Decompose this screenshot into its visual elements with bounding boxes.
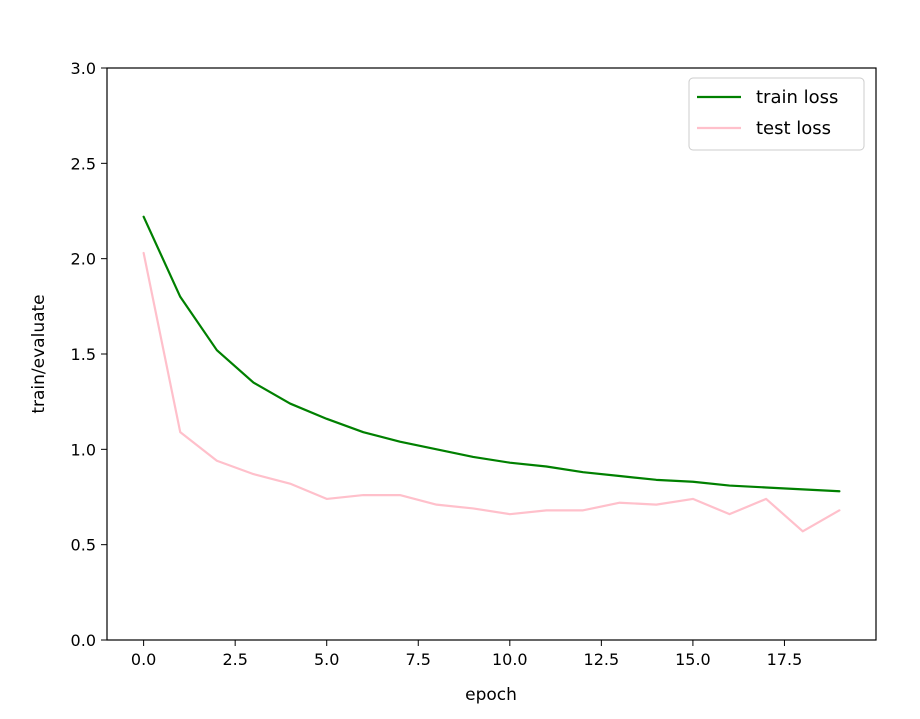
series-line-test-loss: [142, 251, 841, 533]
y-tick-label: 3.0: [71, 59, 96, 78]
y-tick-label: 0.0: [71, 631, 96, 650]
series-line-train-loss: [142, 215, 841, 493]
y-tick-label: 1.0: [71, 440, 96, 459]
x-tick-label: 17.5: [767, 650, 803, 669]
x-axis: 0.0 2.5 5.0 7.5 10.0 12.5 15.0 17.5: [131, 640, 802, 669]
y-tick-label: 2.0: [71, 250, 96, 269]
series-layer: [142, 215, 841, 533]
y-axis-label: train/evaluate: [29, 294, 49, 413]
y-tick-label: 2.5: [71, 154, 96, 173]
x-axis-label: epoch: [465, 685, 517, 705]
x-tick-label: 5.0: [314, 650, 339, 669]
x-tick-label: 0.0: [131, 650, 156, 669]
x-tick-label: 2.5: [222, 650, 247, 669]
y-axis: 0.0 0.5 1.0 1.5 2.0 2.5 3.0: [71, 59, 107, 650]
y-tick-label: 0.5: [71, 536, 96, 555]
legend: train loss test loss: [688, 77, 865, 151]
x-tick-label: 10.0: [492, 650, 528, 669]
x-tick-label: 12.5: [584, 650, 620, 669]
plot-area: [107, 68, 876, 640]
x-tick-label: 7.5: [406, 650, 431, 669]
legend-label-train-loss: train loss: [756, 87, 838, 108]
y-tick-label: 1.5: [71, 345, 96, 364]
x-tick-label: 15.0: [675, 650, 711, 669]
legend-label-test-loss: test loss: [756, 118, 831, 139]
